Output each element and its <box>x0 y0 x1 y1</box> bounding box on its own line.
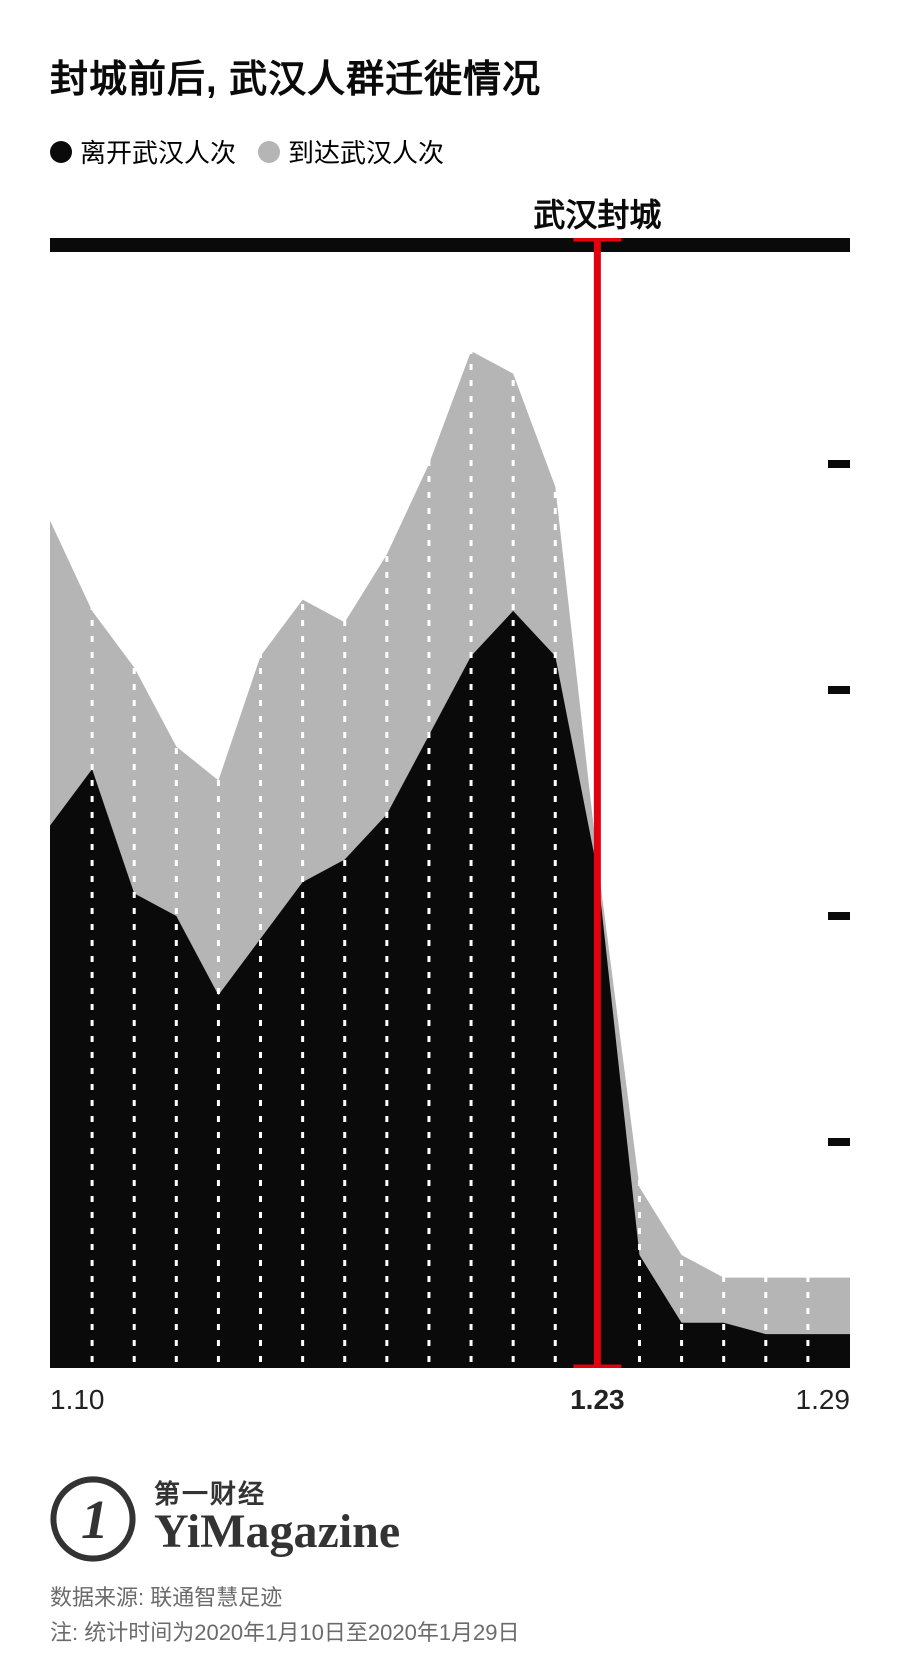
data-note: 注: 统计时间为2020年1月10日至2020年1月29日 <box>50 1615 850 1650</box>
x-tick-label: 1.29 <box>796 1384 851 1416</box>
brand-icon: 1 <box>50 1476 136 1562</box>
legend-item-arrive: 到达武汉人次 <box>258 133 444 170</box>
chart-footer: 1 第一财经 YiMagazine 数据来源: 联通智慧足迹 注: 统计时间为2… <box>50 1476 850 1650</box>
chart-title: 封城前后, 武汉人群迁徙情况 <box>50 48 850 103</box>
legend-dot-arrive <box>258 141 280 163</box>
chart-svg <box>50 238 850 1368</box>
svg-text:1: 1 <box>81 1489 109 1550</box>
brand-en: YiMagazine <box>154 1507 400 1557</box>
area-chart <box>50 238 850 1368</box>
legend-label-arrive: 到达武汉人次 <box>288 133 444 170</box>
legend-item-leave: 离开武汉人次 <box>50 133 236 170</box>
x-axis-labels: 1.10 1.23 1.29 <box>50 1384 850 1434</box>
x-tick-label: 1.10 <box>50 1384 105 1416</box>
x-tick-label: 1.23 <box>570 1384 625 1416</box>
legend-dot-leave <box>50 141 72 163</box>
lockdown-annotation: 武汉封城 <box>533 190 661 236</box>
brand-row: 1 第一财经 YiMagazine <box>50 1476 850 1562</box>
legend: 离开武汉人次 到达武汉人次 <box>50 133 850 170</box>
data-source: 数据来源: 联通智慧足迹 <box>50 1580 850 1615</box>
legend-label-leave: 离开武汉人次 <box>80 133 236 170</box>
brand-cn: 第一财经 <box>154 1481 400 1507</box>
